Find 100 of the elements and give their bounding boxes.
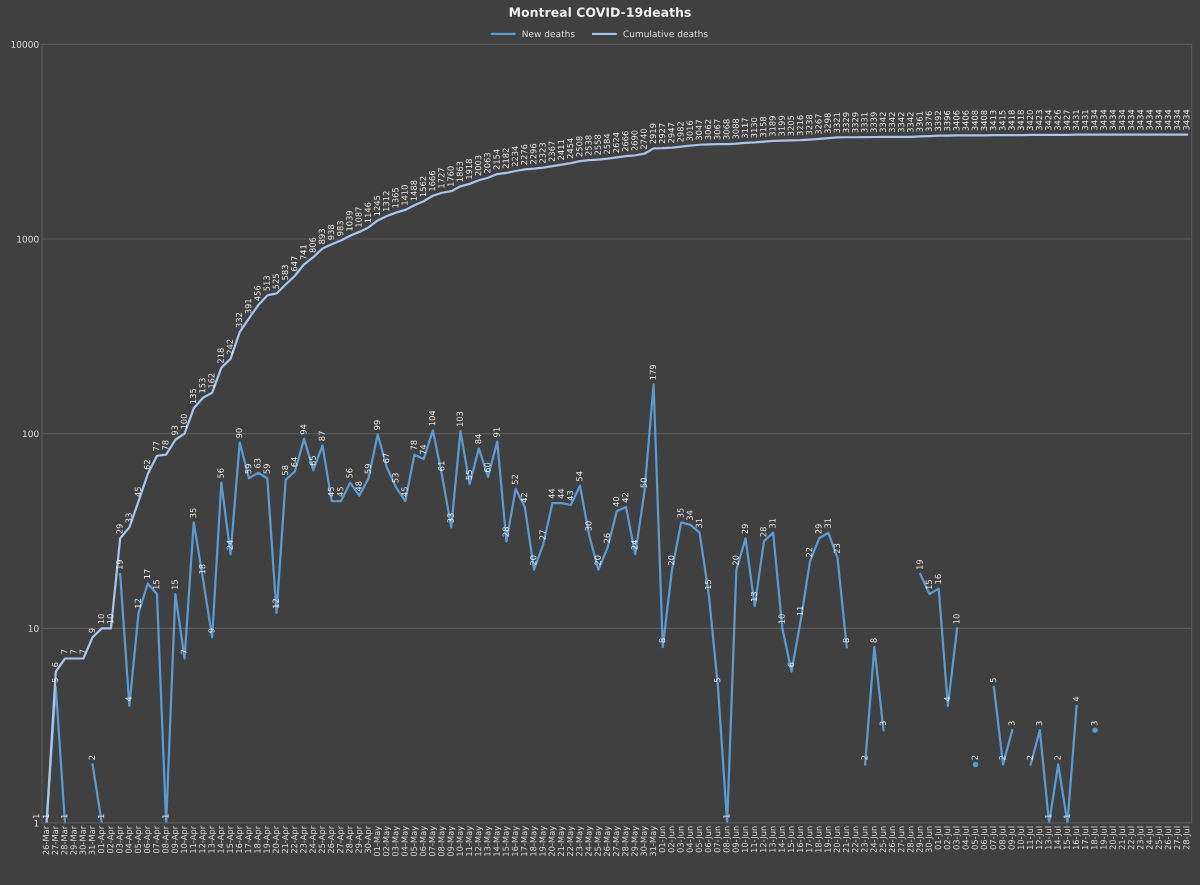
x-tick-label: 15-May [502, 826, 511, 856]
data-label: 162 [208, 373, 215, 388]
data-label: 93 [171, 425, 178, 436]
x-tick-label: 30-May [640, 826, 649, 857]
x-tick-label: 08-Apr [162, 825, 171, 854]
data-label: 3434 [1173, 109, 1181, 130]
data-label: 64 [291, 457, 298, 467]
x-tick-label: 04-May [401, 826, 410, 857]
x-tick-label: 29-Apr [355, 825, 364, 854]
y-tick-label: 1 [34, 819, 39, 827]
data-label: 45 [134, 487, 141, 497]
data-label: 91 [493, 427, 500, 437]
data-label: 10 [107, 614, 114, 624]
x-tick-label: 10-Jun [741, 826, 750, 853]
data-label: 99 [373, 420, 381, 430]
x-tick-label: 01-Apr [97, 825, 106, 854]
x-tick-label: 25-Apr [318, 825, 327, 854]
x-tick-label: 25-Jun [879, 826, 888, 853]
y-tick-label: 10 [28, 625, 39, 632]
x-tick-label: 17-Jun [806, 826, 814, 853]
x-tick-label: 21-Apr [281, 825, 290, 854]
y-tick-label: 1000 [17, 235, 39, 243]
x-tick-label: 01-Jun [658, 826, 667, 853]
x-tick-label: 19-Apr [263, 825, 272, 853]
data-label: 2508 [576, 136, 583, 157]
x-tick-label: 10-May [456, 826, 465, 856]
data-label: 90 [235, 428, 243, 438]
x-tick-label: 18-Jul [1091, 826, 1099, 850]
data-label: 3420 [1026, 110, 1034, 131]
x-tick-label: 06-May [419, 826, 428, 857]
x-tick-label: 03-May [392, 826, 401, 857]
x-tick-label: 28-Apr [346, 825, 355, 854]
data-label: 1562 [419, 176, 427, 197]
data-label: 103 [456, 411, 463, 427]
data-label: 3329 [852, 112, 859, 133]
data-label: 332 [235, 312, 243, 328]
data-label: 3392 [934, 111, 942, 131]
data-label: 218 [217, 348, 224, 363]
data-label: 104 [428, 410, 436, 426]
x-tick-label: 13-Apr [208, 825, 217, 853]
data-label: 513 [263, 275, 270, 291]
data-label: 1 [42, 814, 49, 818]
data-label: 3434 [1183, 109, 1190, 130]
x-tick-label: 08-May [438, 826, 447, 857]
data-label: 78 [410, 440, 417, 450]
data-label: 8 [870, 638, 877, 643]
data-label: 983 [337, 221, 344, 236]
data-label: 3424 [1045, 109, 1052, 131]
legend-label: Cumulative deaths [623, 30, 708, 38]
x-tick-label: 19-Jul [1100, 826, 1109, 850]
x-tick-label: 11-May [465, 826, 474, 856]
chart-title: Montreal COVID-19deaths [509, 7, 691, 17]
data-label: 3406 [962, 110, 969, 131]
x-tick-label: 30-Apr [364, 825, 373, 854]
data-label: 42 [622, 493, 629, 503]
data-label: 3267 [815, 114, 822, 135]
x-tick-label: 17-Jul [1081, 826, 1090, 850]
data-label: 22 [806, 547, 813, 557]
x-tick-label: 07-Jun [714, 826, 722, 853]
x-tick-label: 09-Apr [171, 825, 180, 854]
data-label: 7 [79, 649, 86, 654]
data-label: 74 [419, 444, 426, 455]
data-label: 3434 [1137, 109, 1144, 130]
data-label: 29 [116, 524, 123, 534]
data-label: 3298 [824, 113, 831, 134]
data-label: 1 [1045, 814, 1052, 818]
x-tick-label: 11-Apr [189, 825, 198, 853]
data-label: 48 [355, 481, 362, 492]
data-label: 3216 [796, 115, 804, 136]
data-label: 19 [916, 559, 923, 569]
data-label: 2690 [631, 130, 638, 151]
x-tick-label: 05-Jun [695, 826, 704, 853]
x-tick-label: 02-Apr [107, 825, 116, 854]
x-tick-label: 16-Jul [1072, 826, 1081, 850]
data-label: 1760 [447, 166, 454, 187]
data-label: 7 [70, 649, 77, 654]
data-label: 17 [143, 569, 151, 579]
data-label: 2584 [603, 133, 611, 154]
data-label: 87 [318, 431, 325, 441]
data-label: 1146 [364, 202, 371, 223]
x-tick-label: 04-Jul [962, 826, 971, 850]
data-label: 100 [180, 414, 187, 429]
x-tick-label: 15-Jul [1063, 826, 1072, 850]
data-label: 3361 [916, 111, 923, 132]
x-tick-label: 07-May [428, 826, 437, 857]
data-label: 40 [612, 496, 620, 507]
data-label: 2 [1054, 755, 1061, 760]
data-label: 78 [162, 440, 169, 450]
data-label: 938 [327, 224, 335, 240]
x-tick-label: 14-Jun [778, 826, 787, 853]
data-label: 18 [199, 564, 206, 574]
data-label: 3342 [879, 112, 886, 133]
data-label: 525 [272, 274, 279, 289]
data-label: 56 [217, 468, 224, 478]
data-label: 3434 [1091, 109, 1098, 130]
x-tick-label: 05-Apr [134, 825, 143, 854]
data-label: 2 [88, 755, 95, 760]
data-label: 3 [1035, 721, 1043, 726]
x-tick-label: 28-Jul [1182, 826, 1191, 850]
data-label: 3426 [1054, 109, 1061, 131]
